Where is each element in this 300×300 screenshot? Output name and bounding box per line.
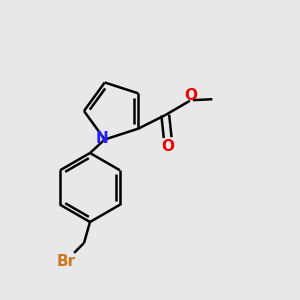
Text: O: O [161,139,174,154]
Text: N: N [96,131,109,146]
Text: Br: Br [56,254,76,269]
Text: O: O [184,88,197,103]
